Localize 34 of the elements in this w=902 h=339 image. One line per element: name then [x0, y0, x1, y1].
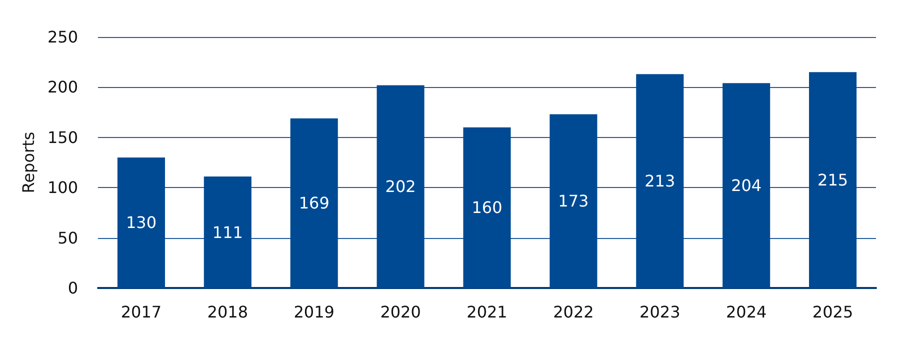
y-axis-title: Reports [19, 132, 38, 194]
data-label: 204 [731, 176, 762, 196]
x-tick-label: 2023 [640, 302, 680, 322]
bar [376, 85, 424, 288]
bar [809, 72, 857, 288]
y-tick-label: 50 [58, 228, 78, 248]
x-tick-label: 2019 [294, 302, 334, 322]
bar [290, 118, 338, 288]
bar [722, 83, 770, 288]
data-label: 111 [212, 222, 243, 242]
bar [636, 74, 684, 288]
y-tick-label: 200 [47, 78, 78, 97]
bar [550, 114, 598, 288]
y-tick-label: 150 [47, 128, 78, 147]
y-tick-label: 0 [68, 278, 78, 298]
x-tick-label: 2021 [466, 302, 508, 322]
data-label: 160 [472, 198, 502, 218]
bar [117, 157, 165, 288]
bar [204, 176, 252, 288]
data-label: 169 [298, 194, 330, 213]
data-label: 173 [558, 192, 589, 211]
data-label: 213 [644, 172, 676, 191]
y-tick-label: 250 [47, 28, 78, 46]
x-tick-label: 2022 [553, 302, 594, 322]
data-label: 130 [126, 213, 156, 232]
x-tick-label: 2024 [726, 302, 767, 322]
data-label: 215 [818, 170, 848, 190]
x-tick-label: 2020 [380, 302, 421, 322]
x-tick-label: 2018 [207, 302, 248, 322]
y-tick-label: 100 [47, 178, 78, 198]
data-label: 202 [385, 177, 416, 196]
x-tick-label: 2017 [120, 302, 162, 322]
bar [463, 127, 511, 288]
x-tick-label: 2025 [812, 302, 854, 322]
